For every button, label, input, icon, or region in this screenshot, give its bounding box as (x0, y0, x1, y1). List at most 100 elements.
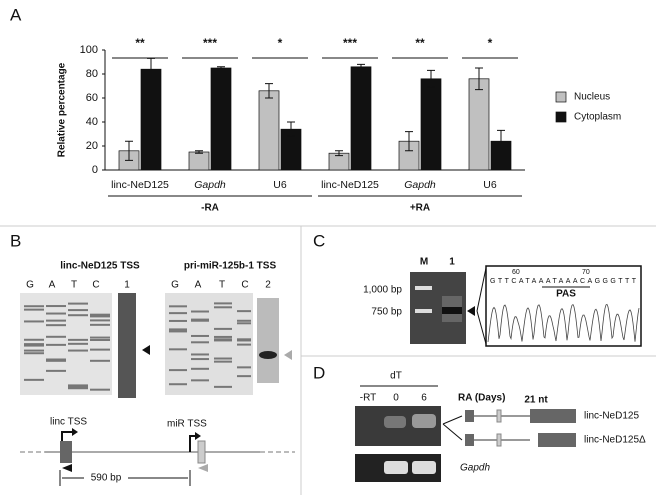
significance-label: *** (203, 36, 217, 50)
arrowhead (142, 345, 150, 355)
gel-band (24, 343, 44, 346)
exon (465, 434, 474, 446)
size-marker: 1,000 bp (363, 285, 402, 296)
gel-band (90, 319, 110, 322)
x-tick-label: linc-NeD125 (321, 179, 379, 191)
condition-label: RA (Days) (458, 393, 505, 404)
tss-arrow (195, 432, 201, 440)
gel-band (24, 308, 44, 311)
connector (442, 423, 463, 441)
arrowhead (467, 306, 475, 316)
gel-band (68, 342, 88, 345)
bar (420, 78, 442, 171)
gel-band (46, 319, 66, 322)
gel-band (68, 387, 88, 390)
tss-arrow (61, 431, 74, 441)
zoom-line (476, 310, 487, 345)
gel-band (24, 338, 44, 341)
legend-label: Cytoplasm (574, 112, 621, 123)
y-tick-label: 80 (86, 68, 98, 80)
gel-band (68, 309, 88, 312)
gel-band (46, 358, 66, 361)
lane-label: 1 (449, 257, 455, 268)
lane-label: C (92, 280, 99, 291)
gel-band (214, 338, 232, 341)
tss-label: miR TSS (167, 419, 207, 430)
tss-arrow (72, 428, 78, 436)
gel-band (169, 305, 187, 308)
significance-label: ** (135, 36, 145, 50)
significance-label: ** (415, 36, 425, 50)
gel-band (46, 324, 66, 327)
gel-band (191, 318, 209, 321)
error-bar (405, 131, 413, 152)
gel-band (24, 344, 44, 347)
gel-band (191, 353, 209, 356)
lane-label: 1 (124, 280, 130, 291)
error-bar (125, 140, 133, 161)
panel-b: B linc-NeD125 TSS pri-miR-125b-1 TSS lin… (10, 231, 295, 486)
exon (197, 440, 206, 464)
bar (140, 68, 162, 171)
gel-band (412, 461, 436, 474)
gel-band (169, 369, 187, 372)
gel-band (46, 335, 66, 338)
bar (258, 90, 280, 171)
gel-band (90, 348, 110, 351)
trace (487, 303, 640, 343)
gel-band (191, 358, 209, 361)
isoform-label: linc-NeD125 (584, 411, 639, 422)
gel-band (169, 383, 187, 386)
y-tick-label: 100 (80, 44, 98, 56)
lane-label: M (420, 257, 428, 268)
connector (442, 415, 463, 425)
error-bar (357, 63, 365, 70)
gel-band (90, 359, 110, 362)
x-tick-label: U6 (483, 179, 497, 191)
bar (188, 151, 210, 171)
gel-band (68, 314, 88, 317)
lane-label: G (171, 280, 179, 291)
x-tick-label: linc-NeD125 (111, 179, 169, 191)
exon (496, 433, 502, 447)
legend-swatch (555, 91, 567, 103)
group-label: -RA (201, 203, 219, 214)
error-bar (497, 129, 505, 153)
gel-band (169, 348, 187, 351)
gel-band (412, 414, 436, 428)
gel-band (214, 302, 232, 305)
x-tick-label: Gapdh (404, 179, 436, 191)
gel-band (237, 322, 251, 325)
gel-band (191, 367, 209, 370)
lane-label: 0 (393, 393, 399, 404)
gel-band (415, 309, 432, 313)
gel-band (214, 385, 232, 388)
gel-band (46, 369, 66, 372)
bar (350, 66, 372, 171)
tss-arrow (189, 435, 197, 452)
error-bar (427, 69, 435, 88)
gel-band (237, 366, 251, 369)
bar (468, 78, 490, 171)
group-label: +RA (410, 203, 430, 214)
gel-band (68, 338, 88, 341)
gel-band (169, 312, 187, 315)
exon (496, 409, 502, 423)
primer-label: dT (390, 371, 402, 382)
size-marker: 750 bp (371, 307, 402, 318)
gel-band (24, 349, 44, 352)
exon (465, 410, 474, 422)
y-tick-label: 60 (86, 92, 98, 104)
panel-label: C (313, 231, 325, 250)
panel-c: C M 1 1,000 bp 750 bp 60 70 GTTCATAAATAA… (313, 231, 642, 347)
lane-label: -RT (360, 393, 376, 404)
gel-band (237, 339, 251, 342)
gel-band (68, 302, 88, 305)
gel-band (237, 343, 251, 346)
gel-band (68, 385, 88, 388)
gap-label: 21 nt (524, 395, 548, 406)
gel-band (214, 339, 232, 342)
panel-d: D dT -RT 0 6 RA (Days) Gapdh 21 nt linc-… (313, 363, 646, 482)
motif-label: PAS (556, 289, 576, 300)
